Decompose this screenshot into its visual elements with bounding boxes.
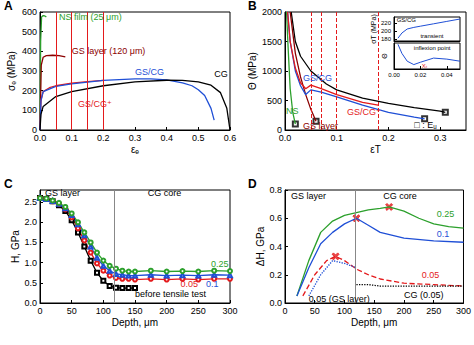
svg-text:0: 0 [282,306,287,316]
svg-text:σT (MPa): σT (MPa) [370,14,378,43]
svg-text:300: 300 [456,306,471,316]
svg-text:1500: 1500 [262,37,282,47]
svg-text:400: 400 [22,46,37,56]
svg-text:300: 300 [22,66,37,76]
svg-text:C: C [4,177,13,191]
svg-text:1.0: 1.0 [24,258,37,268]
svg-text:GS/CG⁺: GS/CG⁺ [347,107,381,117]
svg-text:Depth, μm: Depth, μm [112,317,158,328]
svg-text:σₑ (MPa): σₑ (MPa) [6,51,17,91]
svg-text:NS film (25 μm): NS film (25 μm) [59,12,122,22]
svg-text:inflexion point: inflexion point [414,45,451,51]
svg-text:200: 200 [22,86,37,96]
svg-text:GS/CG: GS/CG [135,67,164,77]
svg-text:250: 250 [191,306,206,316]
svg-text:□ : Eᵤ: □ : Eᵤ [414,120,437,130]
svg-text:300: 300 [222,306,237,316]
svg-text:A: A [4,0,13,13]
svg-text:250: 250 [426,306,441,316]
svg-text:0.3: 0.3 [129,133,142,143]
svg-text:0.5: 0.5 [24,278,37,288]
svg-text:GS layer: GS layer [303,121,338,131]
svg-text:2.0: 2.0 [24,217,37,227]
svg-text:0.1: 0.1 [330,133,343,143]
svg-text:CG: CG [214,69,228,79]
svg-text:0.0: 0.0 [34,133,47,143]
svg-text:before tensile test: before tensile test [135,289,207,299]
svg-text:D: D [248,177,257,191]
svg-text:Depth, μm: Depth, μm [351,317,397,328]
svg-text:ΔH, GPa: ΔH, GPa [255,226,266,266]
svg-text:0.05: 0.05 [181,279,199,289]
svg-text:0.5: 0.5 [192,133,205,143]
svg-text:1000: 1000 [262,66,282,76]
svg-text:0.8: 0.8 [269,185,282,195]
svg-text:0.0: 0.0 [279,133,292,143]
svg-text:transient: transient [420,33,443,39]
svg-text:0.1: 0.1 [65,133,78,143]
svg-text:100: 100 [337,306,352,316]
svg-text:0.6: 0.6 [269,213,282,223]
svg-text:0.04: 0.04 [441,72,453,78]
svg-text:0.2: 0.2 [269,270,282,280]
svg-text:0.4: 0.4 [160,133,173,143]
svg-text:0.05: 0.05 [422,270,440,280]
svg-text:0: 0 [277,125,282,135]
svg-text:500: 500 [22,27,37,37]
svg-text:200: 200 [381,28,392,34]
svg-text:50: 50 [67,306,77,316]
svg-text:εₑ: εₑ [131,144,139,155]
svg-text:NS: NS [286,106,299,116]
svg-text:GS/CG: GS/CG [397,17,417,23]
svg-text:2000: 2000 [262,7,282,17]
svg-text:0.25: 0.25 [437,209,455,219]
svg-text:150: 150 [127,306,142,316]
svg-text:0.0: 0.0 [24,298,37,308]
svg-text:0.05 (GS layer): 0.05 (GS layer) [309,294,370,304]
svg-text:200: 200 [159,306,174,316]
svg-text:0.25: 0.25 [211,259,229,269]
svg-text:0: 0 [32,125,37,135]
svg-text:600: 600 [22,7,37,17]
svg-text:150: 150 [367,306,382,316]
svg-text:50: 50 [310,306,320,316]
svg-text:CG core: CG core [148,188,182,198]
svg-text:H, GPa: H, GPa [10,230,21,263]
svg-text:0.3: 0.3 [434,133,447,143]
svg-text:GS layer (120 μm): GS layer (120 μm) [72,46,146,56]
svg-text:0.2: 0.2 [97,133,110,143]
svg-text:Θ: Θ [381,53,388,59]
svg-text:0: 0 [37,306,42,316]
svg-text:0.6: 0.6 [224,133,237,143]
svg-text:GS layer: GS layer [45,188,80,198]
svg-text:0.2: 0.2 [382,133,395,143]
svg-text:0.02: 0.02 [415,72,427,78]
svg-text:0.4: 0.4 [269,242,282,252]
svg-text:GS/CG: GS/CG [303,73,332,83]
svg-text:Θ (MPa): Θ (MPa) [247,52,258,90]
svg-text:CG (0.05): CG (0.05) [404,290,444,300]
svg-text:180: 180 [381,36,392,42]
svg-text:GS layer: GS layer [291,191,326,201]
svg-text:Xₜ: Xₜ [422,63,428,69]
svg-text:CG core: CG core [383,191,417,201]
svg-text:εT: εT [370,144,381,155]
svg-text:2.5: 2.5 [24,197,37,207]
svg-text:B: B [248,0,257,13]
svg-text:GS/CG⁺: GS/CG⁺ [78,99,112,109]
svg-text:0.0: 0.0 [269,298,282,308]
svg-text:0.1: 0.1 [206,279,219,289]
svg-text:500: 500 [267,96,282,106]
svg-text:200: 200 [396,306,411,316]
svg-text:0.00: 0.00 [388,72,400,78]
svg-text:100: 100 [96,306,111,316]
svg-text:220: 220 [381,20,392,26]
svg-text:1.5: 1.5 [24,237,37,247]
svg-text:0.1: 0.1 [437,229,450,239]
svg-text:100: 100 [22,105,37,115]
